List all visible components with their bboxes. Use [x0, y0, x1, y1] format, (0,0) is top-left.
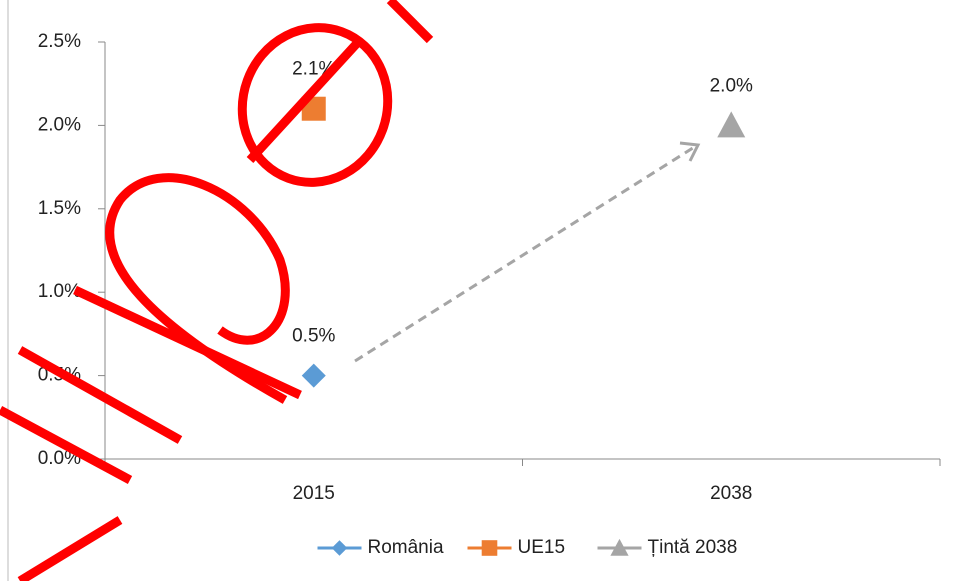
data-label: 2.0%	[710, 75, 753, 96]
x-tick-label: 2038	[710, 483, 752, 504]
y-tick-label: 2.5%	[38, 31, 81, 52]
x-tick-label: 2015	[293, 483, 335, 504]
data-label: 0.5%	[292, 326, 335, 347]
legend-label: UE15	[518, 537, 566, 558]
chart: 0.0%0.5%1.0%1.5%2.0%2.5%201520380.5%2.1%…	[0, 0, 957, 581]
background	[0, 0, 957, 581]
legend-label: România	[368, 537, 444, 558]
y-tick-label: 1.5%	[38, 198, 81, 219]
y-tick-label: 2.0%	[38, 114, 81, 135]
legend-marker	[482, 540, 498, 556]
legend-label: Țintă 2038	[648, 537, 738, 558]
